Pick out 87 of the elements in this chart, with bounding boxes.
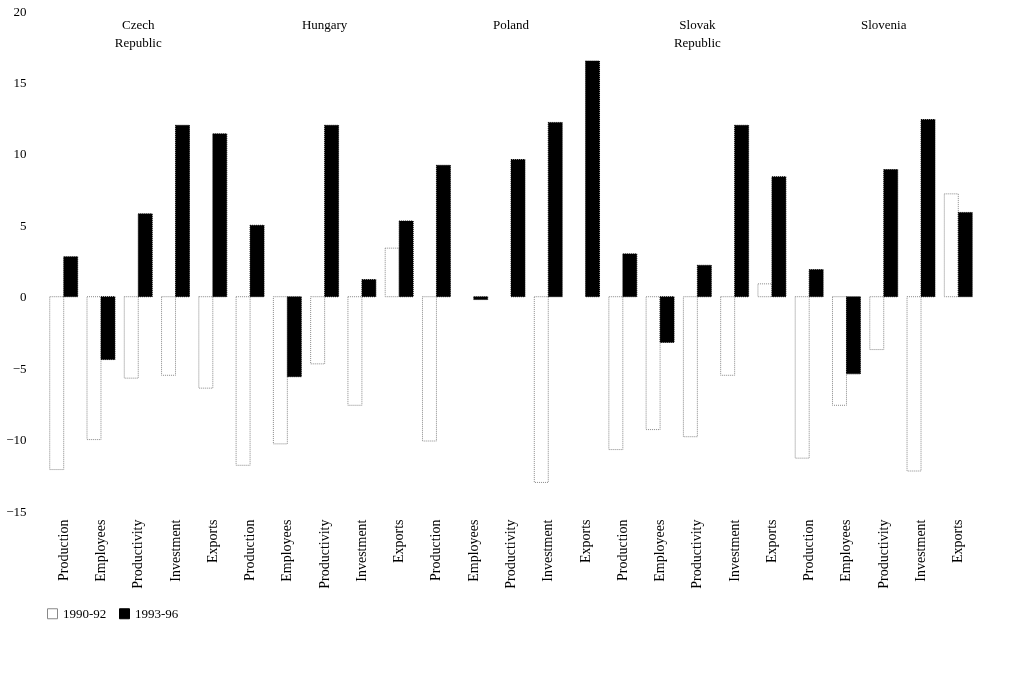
y-tick-label: 5 (20, 217, 27, 233)
bar (831, 296, 847, 406)
bar (906, 296, 922, 472)
x-tick-label: Productivity (689, 519, 705, 589)
bar (421, 296, 437, 442)
x-tick-label: Productivity (503, 519, 518, 589)
x-tick-label: Productivity (130, 519, 146, 589)
bar (533, 296, 549, 483)
x-tick-label: Production (614, 519, 630, 581)
bar (943, 193, 959, 298)
x-tick-label: Employees (279, 519, 295, 582)
x-tick-label: Employees (652, 519, 668, 582)
x-tick-label: Exports (577, 519, 593, 564)
bar (757, 283, 773, 298)
bar (212, 133, 228, 298)
annotation: Poland (492, 17, 530, 32)
bar (585, 60, 601, 298)
bar (682, 296, 698, 438)
bar (622, 253, 638, 298)
bar (310, 296, 326, 365)
y-tick-label: 20 (13, 3, 27, 19)
bar (771, 176, 787, 298)
bar (808, 269, 824, 298)
y-tick-label: 0 (20, 289, 27, 305)
bar (869, 296, 885, 351)
bar (734, 124, 750, 298)
bar (957, 211, 973, 298)
bar (86, 296, 102, 441)
annotation: Czech Republic (114, 17, 162, 50)
annotation: Hungary (301, 17, 348, 32)
bar (63, 256, 79, 298)
x-tick-label: Investment (540, 519, 556, 582)
x-tick-label: Investment (353, 519, 369, 582)
x-tick-label: Employees (838, 519, 854, 582)
x-tick-label: Productivity (875, 519, 891, 589)
annotation: Slovak Republic (673, 17, 722, 50)
bar (547, 121, 563, 298)
bar (920, 119, 936, 298)
y-tick-label: −10 (6, 432, 27, 448)
bar (198, 296, 214, 389)
legend-label: 1990-92 (63, 605, 107, 621)
bar (100, 296, 116, 361)
bar (361, 279, 377, 298)
x-tick-label: Employees (465, 519, 481, 582)
bar (696, 264, 712, 298)
bar (720, 296, 736, 376)
bar (249, 224, 265, 298)
bar (608, 296, 624, 451)
bar (324, 124, 340, 298)
bar (883, 169, 899, 298)
bar (49, 296, 65, 471)
legend-label: 1993-96 (135, 605, 179, 621)
bar (510, 159, 526, 298)
bar (123, 296, 139, 379)
x-tick-label: Exports (391, 519, 407, 564)
bar (845, 296, 861, 375)
bar (175, 124, 191, 298)
x-tick-label: Exports (763, 519, 779, 564)
bar (235, 296, 251, 466)
x-tick-label: Productivity (316, 519, 332, 589)
y-tick-label: 10 (13, 146, 27, 162)
bar (384, 247, 400, 298)
bar (161, 296, 177, 376)
y-tick-label: 15 (13, 74, 27, 90)
x-tick-label: Investment (913, 519, 929, 582)
x-tick-label: Exports (204, 519, 220, 564)
bar (137, 213, 153, 298)
bar (272, 296, 288, 445)
y-tick-label: −5 (12, 360, 27, 376)
bar (435, 164, 451, 298)
bar (347, 296, 363, 406)
x-tick-label: Production (428, 519, 444, 581)
x-tick-label: Investment (726, 519, 742, 582)
bar (645, 296, 661, 431)
x-tick-label: Production (242, 519, 258, 581)
bar (659, 296, 675, 343)
bar (398, 220, 414, 298)
x-tick-label: Investment (167, 519, 183, 582)
x-tick-label: Production (801, 519, 817, 581)
bar (286, 296, 302, 378)
x-tick-label: Production (55, 519, 71, 581)
x-tick-label: Exports (950, 519, 966, 564)
y-tick-label: −15 (6, 503, 27, 519)
bar (794, 296, 810, 459)
annotation: Slovenia (861, 17, 907, 32)
x-tick-label: Employees (92, 519, 108, 582)
bar (473, 296, 489, 301)
